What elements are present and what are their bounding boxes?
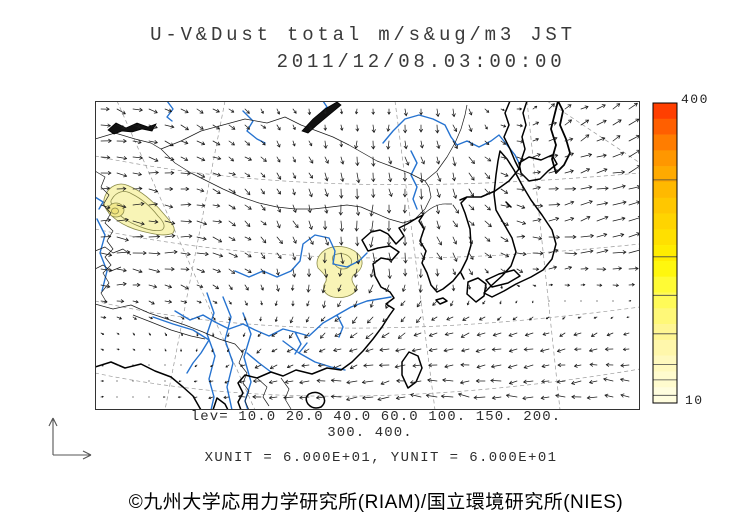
lake-baikal bbox=[301, 101, 342, 134]
axis-arrows-icon bbox=[48, 417, 92, 460]
colorbar bbox=[652, 102, 678, 404]
copyright: ©九州大学応用力学研究所(RIAM)/国立環境研究所(NIES) bbox=[128, 492, 624, 513]
vector-units-label: XUNIT = 6.000E+01, YUNIT = 6.000E+01 bbox=[204, 450, 558, 466]
colorbar-min-label: 10 bbox=[685, 393, 704, 408]
coastlines bbox=[95, 101, 571, 410]
chart-timestamp: 2011/12/08.03:00:00 bbox=[276, 51, 566, 73]
map-plot bbox=[95, 101, 640, 410]
colorbar-level-lines bbox=[653, 179, 677, 396]
colorbar-blocks bbox=[653, 103, 677, 404]
contour-levels-line1: lev= 10.0 20.0 40.0 60.0 100. 150. 200. bbox=[190, 409, 562, 425]
wind-vector-arrows bbox=[100, 102, 640, 402]
colorbar-max-label: 400 bbox=[681, 92, 709, 107]
map-background bbox=[95, 101, 640, 410]
dust-contour-nw-core bbox=[111, 207, 119, 215]
lakes bbox=[107, 101, 342, 135]
contour-levels-line2: 300. 400. bbox=[327, 425, 413, 441]
graticule-lines bbox=[95, 101, 640, 410]
colorbar-frame bbox=[652, 102, 678, 404]
rivers bbox=[95, 101, 520, 410]
chart-title: U-V&Dust total m/s&ug/m3 JST bbox=[150, 24, 576, 46]
map-frame bbox=[95, 101, 640, 410]
